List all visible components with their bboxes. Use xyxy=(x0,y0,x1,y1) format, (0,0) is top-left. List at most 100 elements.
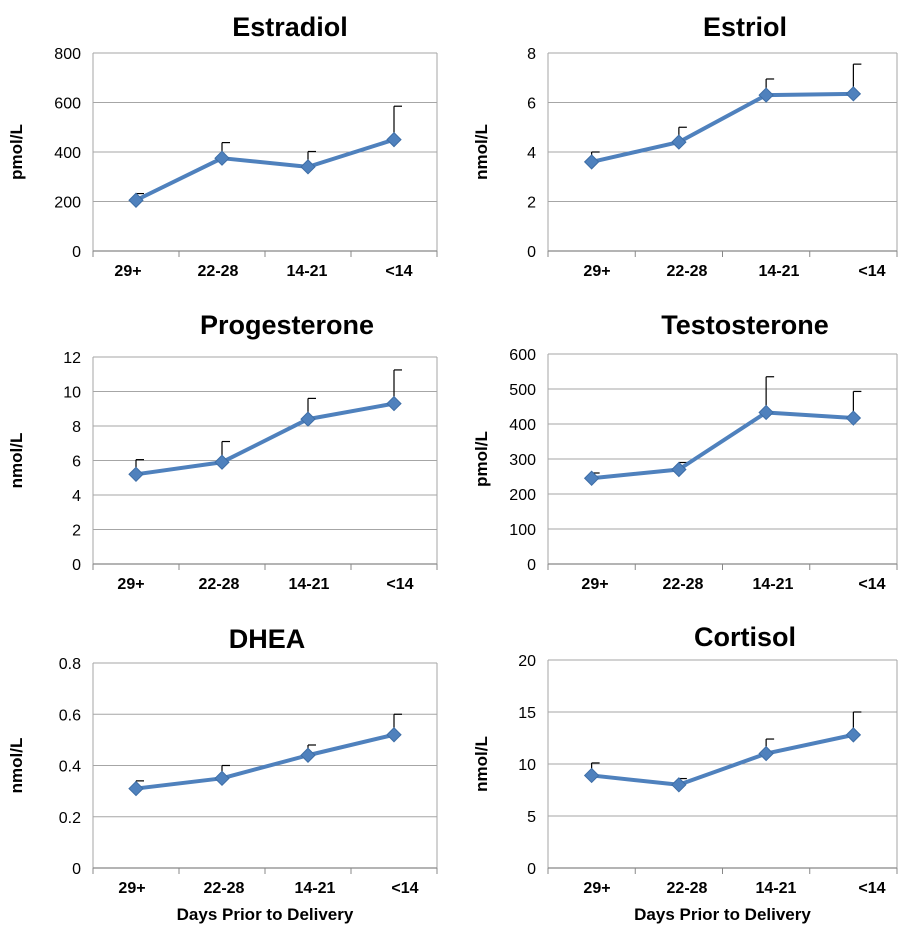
series-line xyxy=(135,137,395,203)
data-point xyxy=(845,727,862,743)
chart-panel-dhea: 0 0.2 0.4 0.6 0.8 29+ 22-28 14-21 <14 DHEA nmol/L D… xyxy=(7,624,438,924)
x-axis-label: Days Prior to Delivery xyxy=(634,905,811,924)
y-tick-label: 500 xyxy=(509,382,536,399)
y-tick-label: 4 xyxy=(527,145,536,162)
y-tick-label: 8 xyxy=(72,419,81,436)
y-tick-label: 4 xyxy=(72,488,81,505)
y-tick-label: 100 xyxy=(509,522,536,539)
series-line xyxy=(135,401,395,477)
x-tick-label: 14-21 xyxy=(756,880,797,897)
data-point xyxy=(386,131,402,148)
data-point xyxy=(583,470,600,486)
x-tick-label: 22-28 xyxy=(199,576,240,593)
y-tick-label: 0 xyxy=(72,861,81,878)
x-tick-label: 29+ xyxy=(114,263,141,280)
chart-panel-progesterone: 0 2 4 6 8 10 12 29+ 22-28 14-21 <14 Progesterone nmo… xyxy=(7,310,438,593)
data-point xyxy=(128,466,144,483)
y-tick-label: 400 xyxy=(509,417,536,434)
data-point xyxy=(214,150,230,166)
x-tick-label: 14-21 xyxy=(289,576,330,593)
y-tick-label: 200 xyxy=(54,195,81,212)
y-tick-label: 0 xyxy=(527,861,536,878)
y-axis-label: nmol/L xyxy=(472,124,491,180)
y-axis-label: nmol/L xyxy=(7,433,26,489)
x-tick-label: 14-21 xyxy=(753,576,794,593)
y-tick-label: 0 xyxy=(527,557,536,574)
chart-panel-cortisol: 0 5 10 15 20 29+ 22-28 14-21 <14 Cortisol nmol/L Da… xyxy=(472,622,898,924)
y-axis-label: pmol/L xyxy=(472,431,491,487)
y-axis-label: nmol/L xyxy=(7,738,26,794)
chart-title: Progesterone xyxy=(200,310,374,340)
x-tick-label: <14 xyxy=(386,576,413,593)
y-tick-label: 8 xyxy=(527,46,536,63)
chart-title: Testosterone xyxy=(661,310,829,340)
x-tick-label: 14-21 xyxy=(295,880,336,897)
y-tick-label: 10 xyxy=(518,757,536,774)
series-line xyxy=(591,410,854,481)
y-tick-label: 200 xyxy=(509,487,536,504)
data-point xyxy=(386,727,402,743)
x-axis-label: Days Prior to Delivery xyxy=(177,905,354,924)
chart-panel-estradiol: 0 200 400 600 800 29+ 22-28 14-21 <14 Estradiol pm… xyxy=(7,12,438,280)
series-line xyxy=(591,91,854,164)
series-line xyxy=(591,732,854,787)
y-tick-label: 2 xyxy=(527,195,536,212)
y-tick-label: 0 xyxy=(72,557,81,574)
x-tick-label: 14-21 xyxy=(759,263,800,280)
data-point xyxy=(300,159,316,175)
data-point xyxy=(214,454,230,470)
y-tick-label: 600 xyxy=(509,347,536,364)
data-point xyxy=(386,395,402,412)
y-axis-label: pmol/L xyxy=(7,124,26,180)
x-tick-label: 22-28 xyxy=(198,263,239,280)
x-tick-label: 29+ xyxy=(118,880,145,897)
y-tick-label: 20 xyxy=(518,653,536,670)
x-tick-label: <14 xyxy=(385,263,412,280)
data-point xyxy=(214,770,230,787)
x-tick-label: 29+ xyxy=(117,576,144,593)
x-tick-label: 29+ xyxy=(583,880,610,897)
chart-panel-testosterone: 0 100 200 300 400 500 600 29+ 22-28 14-21 <14 Testo… xyxy=(472,310,898,593)
x-tick-label: <14 xyxy=(858,263,885,280)
x-tick-label: 22-28 xyxy=(204,880,245,897)
y-tick-label: 12 xyxy=(63,350,81,367)
data-point xyxy=(671,777,687,793)
data-point xyxy=(128,192,144,208)
chart-title: Estriol xyxy=(703,12,787,42)
chart-panel-estriol: 0 2 4 6 8 29+ 22-28 14-21 <14 Estriol nmol/L xyxy=(472,12,898,280)
x-tick-label: 22-28 xyxy=(663,576,704,593)
x-tick-label: 14-21 xyxy=(287,263,328,280)
series-line xyxy=(135,732,395,791)
chart-title: DHEA xyxy=(229,624,306,654)
y-tick-label: 0.4 xyxy=(59,759,81,776)
y-tick-label: 10 xyxy=(63,385,81,402)
y-tick-label: 600 xyxy=(54,96,81,113)
data-point xyxy=(300,747,316,763)
y-tick-label: 400 xyxy=(54,145,81,162)
y-tick-label: 5 xyxy=(527,809,536,826)
x-tick-label: 22-28 xyxy=(667,263,708,280)
chart-title: Estradiol xyxy=(232,12,348,42)
chart-title: Cortisol xyxy=(694,622,796,652)
y-tick-label: 300 xyxy=(509,452,536,469)
y-tick-label: 0 xyxy=(72,244,81,261)
x-tick-label: 29+ xyxy=(583,263,610,280)
x-tick-label: <14 xyxy=(858,880,885,897)
y-tick-label: 2 xyxy=(72,523,81,540)
y-tick-label: 800 xyxy=(54,46,81,63)
y-axis-label: nmol/L xyxy=(472,736,491,792)
data-point xyxy=(758,404,774,421)
y-tick-label: 6 xyxy=(527,96,536,113)
data-point xyxy=(128,780,144,797)
data-point xyxy=(671,134,687,150)
data-point xyxy=(845,86,862,102)
data-point xyxy=(671,461,687,478)
data-point xyxy=(300,411,316,427)
y-tick-label: 15 xyxy=(518,705,536,722)
y-tick-label: 0 xyxy=(527,244,536,261)
x-tick-label: <14 xyxy=(391,880,418,897)
x-tick-label: 22-28 xyxy=(667,880,708,897)
y-tick-label: 0.6 xyxy=(59,707,81,724)
y-tick-label: 0.8 xyxy=(59,656,81,673)
